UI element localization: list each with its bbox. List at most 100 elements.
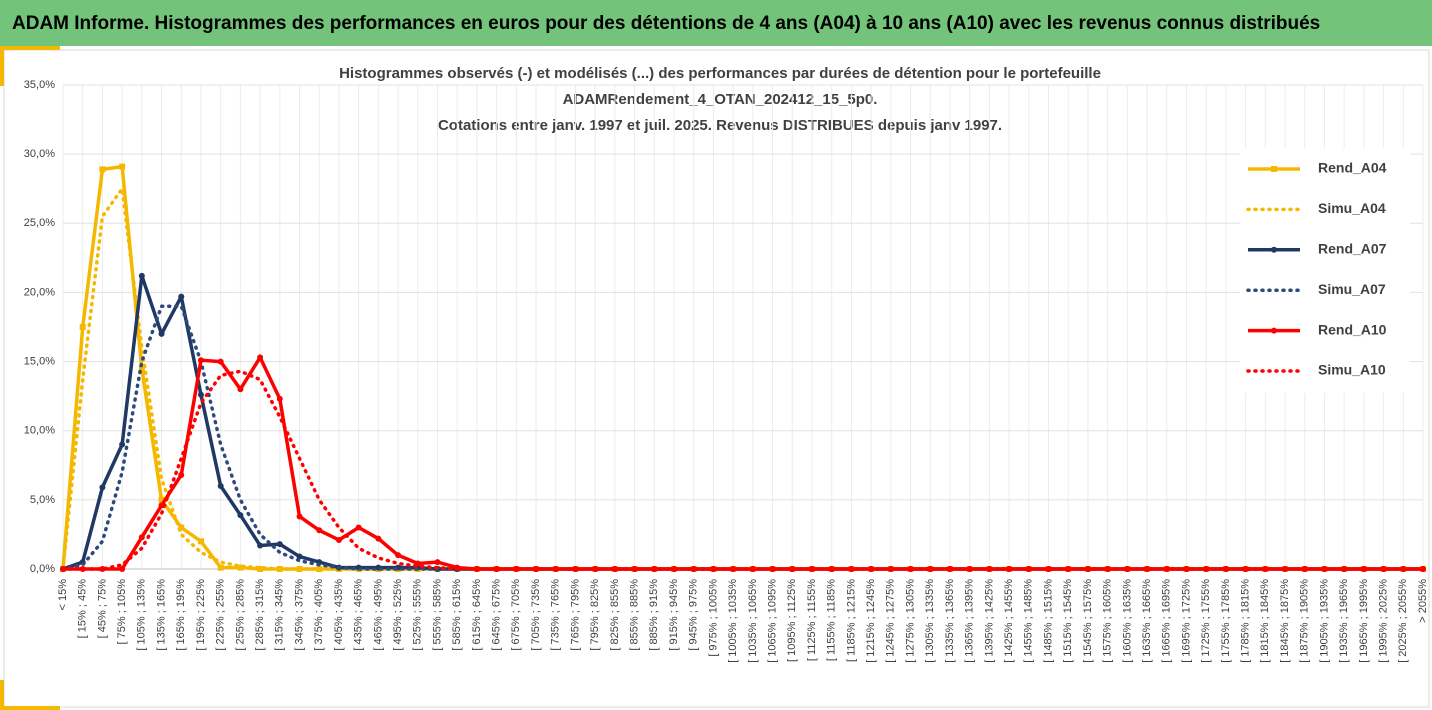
chart-border (3, 49, 1430, 708)
x-tick-label: [ 525% ; 555% (412, 579, 424, 651)
x-tick-label: [ 1965% ; 1995% (1358, 579, 1370, 663)
x-tick-label: [ 675% ; 705% (510, 579, 522, 651)
marker (276, 541, 283, 548)
marker (1144, 566, 1151, 572)
x-tick-label: [ 1455% ; 1485% (1023, 579, 1035, 663)
x-tick-label: [ 1515% ; 1545% (1062, 579, 1074, 663)
marker (197, 391, 204, 398)
marker (79, 324, 86, 330)
x-tick-label: [ 1845% ; 1875% (1279, 579, 1291, 663)
x-tick-label: [ 1005% ; 1035% (727, 579, 739, 663)
x-tick-label: [ 1425% ; 1455% (1003, 579, 1015, 663)
header-bar (0, 0, 1432, 46)
x-tick-label: [ 825% ; 855% (609, 579, 621, 651)
marker (316, 527, 323, 534)
marker (257, 542, 264, 549)
marker (1360, 566, 1367, 572)
y-tick-label: 10,0% (24, 425, 55, 437)
x-tick-label: [ 45% ; 75% (96, 579, 108, 639)
x-tick-label: [ 225% ; 255% (215, 579, 227, 651)
x-tick-label: [ 195% ; 225% (195, 579, 207, 651)
legend-label: Rend_A04 (1318, 160, 1387, 176)
x-tick-label: [ 585% ; 615% (451, 579, 463, 651)
marker (237, 564, 244, 571)
x-tick-label: [ 315% ; 345% (274, 579, 286, 651)
x-tick-label: < 15% (57, 579, 69, 611)
x-tick-label: [ 855% ; 885% (629, 579, 641, 651)
legend-box (1240, 148, 1410, 393)
x-tick-label: [ 765% ; 795% (569, 579, 581, 651)
x-tick-label: [ 2025% ; 2055% (1397, 579, 1409, 663)
x-tick-label: [ 1185% ; 1215% (845, 579, 857, 662)
x-tick-label: [ 1395% ; 1425% (983, 579, 995, 663)
x-tick-label: [ 165% ; 195% (175, 579, 187, 651)
x-tick-label: [ 945% ; 975% (688, 579, 700, 651)
marker (730, 566, 737, 572)
marker (119, 566, 126, 572)
marker (257, 354, 264, 361)
x-tick-label: [ 1635% ; 1665% (1141, 579, 1153, 663)
x-tick-label: [ 1575% ; 1605% (1102, 579, 1114, 663)
y-tick-label: 0,0% (30, 563, 55, 575)
marker (197, 357, 204, 364)
marker (119, 163, 126, 170)
marker (99, 484, 106, 491)
x-tick-label: [ 285% ; 315% (254, 579, 266, 651)
x-tick-label: [ 15% ; 45% (77, 579, 89, 639)
x-tick-label: [ 1125% ; 1155% (806, 579, 818, 661)
x-tick-label: [ 1905% ; 1935% (1318, 579, 1330, 663)
marker (355, 524, 362, 531)
x-tick-label: [ 555% ; 585% (431, 579, 443, 651)
x-tick-label: [ 1365% ; 1395% (964, 579, 976, 663)
marker (119, 441, 126, 448)
marker (158, 330, 165, 337)
legend-label: Simu_A04 (1318, 200, 1386, 216)
marker (257, 566, 264, 572)
x-tick-label: [ 1785% ; 1815% (1240, 579, 1252, 663)
x-tick-label: [ 105% ; 135% (136, 579, 148, 651)
marker (138, 272, 145, 279)
x-tick-label: [ 1815% ; 1845% (1259, 579, 1271, 663)
x-tick-label: [ 795% ; 825% (589, 579, 601, 651)
marker (513, 566, 520, 572)
marker (138, 534, 145, 541)
x-tick-label: [ 915% ; 945% (668, 579, 680, 651)
series-line (61, 369, 1425, 571)
marker (276, 395, 283, 402)
marker (99, 166, 106, 173)
x-tick-label: [ 705% ; 735% (530, 579, 542, 651)
marker (138, 365, 145, 372)
x-tick-label: [ 1095% ; 1125% (786, 579, 798, 662)
y-tick-label: 30,0% (24, 148, 55, 160)
legend-label: Simu_A10 (1318, 362, 1386, 378)
x-tick-label: [ 1605% ; 1635% (1121, 579, 1133, 663)
marker (375, 535, 382, 542)
legend-marker (1271, 327, 1277, 334)
x-tick-label: [ 1725% ; 1755% (1200, 579, 1212, 663)
legend-marker (1271, 166, 1277, 172)
x-tick-label: [ 1755% ; 1785% (1220, 579, 1232, 663)
x-tick-label: > 2055% (1417, 579, 1429, 623)
marker (296, 553, 303, 560)
marker (1045, 566, 1052, 572)
x-tick-label: [ 255% ; 285% (234, 579, 246, 651)
x-tick-label: [ 1155% ; 1185% (826, 579, 838, 661)
x-tick-label: [ 75% ; 105% (116, 579, 128, 645)
marker (434, 559, 441, 566)
x-tick-label: [ 1995% ; 2025% (1377, 579, 1389, 663)
marker (828, 566, 835, 572)
x-tick-label: [ 1065% ; 1095% (766, 579, 778, 663)
x-tick-label: [ 1245% ; 1275% (885, 579, 897, 663)
chart-title: Cotations entre janv. 1997 et juil. 2025… (438, 117, 1002, 134)
x-tick-label: [ 345% ; 375% (293, 579, 305, 651)
accent (0, 706, 60, 710)
marker (296, 513, 303, 520)
x-tick-label: [ 1485% ; 1515% (1042, 579, 1054, 663)
legend-label: Rend_A07 (1318, 241, 1387, 257)
header-title: ADAM Informe. Histogrammes des performan… (12, 13, 1320, 34)
marker (197, 538, 204, 545)
y-tick-label: 35,0% (24, 79, 55, 91)
x-tick-label: [ 645% ; 675% (491, 579, 503, 651)
marker (611, 566, 618, 572)
chart-title: ADAMRendement_4_OTAN_202412_15_5p0. (563, 91, 878, 108)
